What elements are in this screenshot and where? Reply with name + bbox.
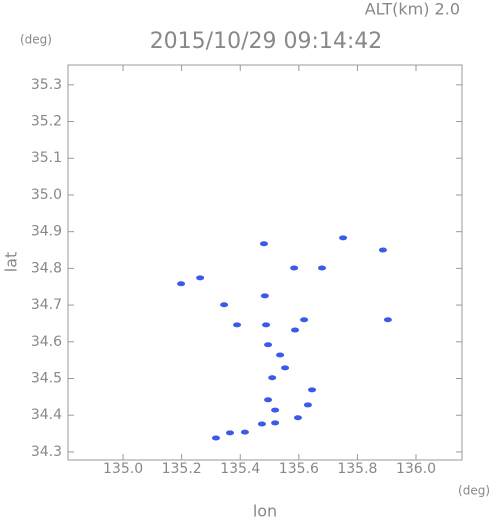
x-label: lon [253,502,277,521]
y-tick-label: 34.5 [31,371,62,387]
y-tick-label: 35.2 [31,114,62,130]
echo-point [257,421,266,427]
y-tick-label: 34.6 [31,334,62,350]
echo-point [317,265,326,271]
y-tick-label: 34.4 [31,407,62,423]
y-tick-label: 34.8 [31,260,62,276]
echo-point [378,247,387,253]
echo-point [290,265,299,271]
echo-point [383,317,392,323]
x-tick-label: 135.8 [337,461,377,477]
echo-point [264,342,273,348]
altitude: ALT(km) 2.0 [365,0,460,19]
echo-point [225,430,234,436]
echo-point [308,387,317,393]
y-tick-label: 34.9 [31,224,62,240]
x-tick-label: 136.0 [396,461,436,477]
echo-point [276,352,285,358]
x-tick-label: 135.4 [220,461,260,477]
plot-frame [67,64,463,461]
chart-title: 2015/10/29 09:14:42 [150,29,383,54]
echo-point [220,302,229,308]
echo-point [177,281,186,287]
echo-point [211,435,220,441]
echo-point [300,317,309,323]
echo-point [271,407,280,413]
y-tick-label: 34.7 [31,297,62,313]
echo-point [291,327,300,333]
y-tick-label: 35.3 [31,77,62,93]
echo-point [264,397,273,403]
x-tick-label: 135.2 [162,461,202,477]
echo-point [240,429,249,435]
y-tick-label: 35.1 [31,150,62,166]
echo-point [268,375,277,381]
echo-point [196,275,205,281]
y-label: lat [2,252,21,273]
x-tick-label: 135.6 [279,461,319,477]
echo-point [303,402,312,408]
echo-point [293,415,302,421]
echo-point [259,241,268,247]
echo-point [339,235,348,241]
echo-point [260,293,269,299]
y-tick-label: 34.3 [31,444,62,460]
echo-point [281,365,290,371]
echo-point [262,322,271,328]
x-tick-label: 135.0 [103,461,143,477]
y-unit: (deg) [20,33,52,47]
x-unit: (deg) [458,484,490,498]
y-tick-label: 35.0 [31,187,62,203]
echo-point [233,322,242,328]
echo-point [271,420,280,426]
